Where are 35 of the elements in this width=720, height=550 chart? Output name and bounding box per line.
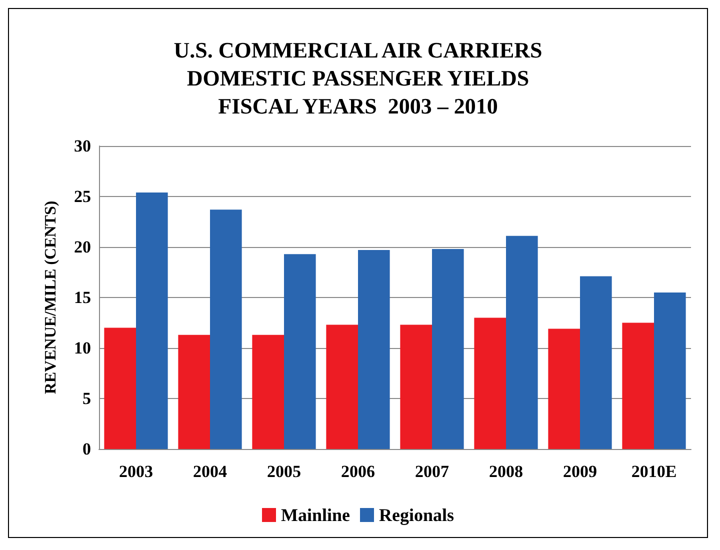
legend-label: Regionals xyxy=(379,505,454,525)
y-tick-label: 30 xyxy=(74,136,91,156)
x-tick-label: 2004 xyxy=(193,462,228,481)
x-tick-label: 2010E xyxy=(631,462,677,481)
bar xyxy=(654,292,686,449)
y-tick-label: 0 xyxy=(82,440,91,458)
bar xyxy=(506,236,538,449)
bar xyxy=(622,322,654,449)
bar xyxy=(252,334,284,449)
bar xyxy=(358,250,390,449)
x-tick-label: 2009 xyxy=(563,462,597,481)
x-tick-label: 2003 xyxy=(119,462,153,481)
y-axis-title: REVENUE/MILE (CENTS) xyxy=(42,200,60,394)
bar xyxy=(104,328,136,449)
y-tick-label: 5 xyxy=(82,389,91,408)
chart-title: U.S. COMMERCIAL AIR CARRIERS DOMESTIC PASSENGER YIELDS FISCAL YEARS 2003 – 2010 xyxy=(174,38,542,118)
bar xyxy=(284,254,316,449)
y-tick-label: 20 xyxy=(74,238,91,256)
bar xyxy=(178,334,210,449)
bar xyxy=(432,249,464,449)
x-tick-label: 2008 xyxy=(489,462,523,481)
x-tick-label: 2007 xyxy=(415,462,450,481)
y-tick-label: 10 xyxy=(74,338,91,358)
legend-label: Mainline xyxy=(280,505,350,525)
y-tick-label: 25 xyxy=(74,187,91,206)
x-tick-label: 2006 xyxy=(341,462,375,481)
bar xyxy=(136,192,168,449)
bar xyxy=(210,210,242,449)
bar xyxy=(548,328,580,449)
y-tick-label: 15 xyxy=(74,288,91,307)
bar xyxy=(400,324,432,449)
bar xyxy=(580,276,612,449)
bar xyxy=(326,324,358,449)
bar xyxy=(474,318,506,449)
x-tick-label: 2005 xyxy=(267,462,301,481)
